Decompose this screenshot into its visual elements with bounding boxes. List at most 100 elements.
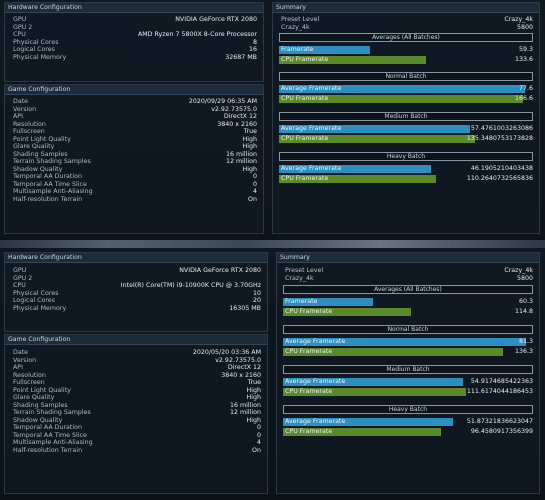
kv-row: Shadow Quality High [5,417,267,425]
medium-framerate-bar: Average Framerate 57.4761003263086 [279,125,533,133]
kv-label: Physical Memory [13,53,67,61]
kv-label: Glare Quality [13,143,55,150]
kv-label: GPU 2 [13,23,33,31]
kv-value: DirectX 12 [227,364,261,371]
score-row: Crazy_4k 5800 [277,275,539,283]
bar-fill [279,46,371,54]
bar-value: 135.3480753173828 [466,135,533,142]
kv-row: Resolution 3840 x 2160 [5,121,263,129]
avg-cpu-framerate-bar: CPU Framerate 114.8 [283,308,533,316]
kv-label: GPU [13,16,27,23]
hardware-rows: GPU NVIDIA GeForce RTX 2080 GPU 2 CPU Inte… [5,263,267,312]
bar-fill [283,418,453,426]
averages-header: Averages (All Batches) [283,285,533,294]
normal-cpu-framerate-bar: CPU Framerate 136.3 [283,348,533,356]
kv-row: CPU AMD Ryzen 7 5800X 8-Core Processor [5,31,263,39]
kv-value: High [242,165,257,173]
kv-value: 16 [248,46,257,53]
panel-title: Hardware Configuration [5,253,267,263]
bar-fill [279,85,526,93]
kv-row: GPU 2 [5,24,263,32]
bar-fill [283,298,373,306]
game-config-panel: Game Configuration Date 2020/05/20 03:36 … [4,334,268,494]
kv-label: Physical Cores [13,289,59,297]
kv-value: High [246,394,261,401]
score-value: 5800 [516,274,533,282]
kv-label: Date [13,349,29,356]
score-label: Crazy_4k [285,274,314,282]
kv-row: Shadow Quality High [5,166,263,174]
kv-value: 12 million [230,409,261,416]
bar-fill [279,135,475,143]
kv-label: Temporal AA Duration [13,424,82,431]
medium-batch-header: Medium Batch [279,112,533,121]
kv-label: Resolution [13,371,46,379]
panel-title: Hardware Configuration [5,3,263,13]
medium-cpu-framerate-bar: CPU Framerate 111.6174044186453 [283,388,533,396]
normal-batch-header: Normal Batch [279,72,533,81]
kv-row: Logical Cores 20 [5,297,267,305]
kv-value: 16 million [226,150,257,158]
hardware-config-panel: Hardware Configuration GPU NVIDIA GeForce… [4,252,268,332]
bar-label: CPU Framerate [281,135,329,142]
kv-label: CPU [13,282,26,289]
summary-header-rows: Preset Level Crazy_4k Crazy_4k 5800 [277,263,539,282]
kv-row: Glare Quality High [5,394,267,402]
normal-batch-header: Normal Batch [283,325,533,334]
kv-label: Physical Cores [13,38,59,46]
kv-label: Temporal AA Time Slice [13,180,87,188]
heavy-cpu-framerate-bar: CPU Framerate 96.4580917356399 [283,428,533,436]
kv-value: 3840 x 2160 [217,120,257,128]
kv-row: Shading Samples 16 million [5,151,263,159]
bar-label: Average Framerate [285,338,346,345]
bar-value: 54.9174685422363 [470,378,533,385]
bar-label: Average Framerate [281,125,342,132]
kv-row: GPU 2 [5,275,267,283]
bar-label: CPU Framerate [285,348,333,355]
kv-label: Multisample Anti-Aliasing [13,439,93,446]
kv-label: Glare Quality [13,394,55,401]
game-rows: Date 2020/09/29 06:35 AM Version v2.92.735… [5,95,263,203]
kv-label: Logical Cores [13,297,55,304]
kv-value: 4 [256,439,261,446]
avg-framerate-bar: Framerate 60.3 [283,298,533,306]
normal-cpu-framerate-bar: CPU Framerate 166.6 [279,95,533,103]
bar-fill [279,175,437,183]
kv-row: CPU Intel(R) Core(TM) i9-10900K CPU @ 3.7… [5,282,267,290]
bar-value: 133.6 [514,56,533,63]
kv-value: On [248,195,257,203]
kv-row: Physical Memory 32687 MB [5,54,263,62]
heavy-batch-header: Heavy Batch [279,152,533,161]
preset-level-label: Preset Level [281,16,320,23]
summary-panel: Summary Preset Level Crazy_4k Crazy_4k 580… [272,2,540,234]
kv-label: Temporal AA Duration [13,173,82,180]
kv-value: 0 [252,173,257,180]
kv-row: Resolution 3840 x 2160 [5,372,267,380]
summary-panel: Summary Preset Level Crazy_4k Crazy_4k 580… [276,252,540,494]
bar-fill [283,308,411,316]
kv-row: Logical Cores 16 [5,46,263,54]
kv-label: Shading Samples [13,401,68,409]
kv-row: Half-resolution Terrain On [5,196,263,204]
kv-value: 8 [252,38,257,46]
hardware-rows: GPU NVIDIA GeForce RTX 2080 GPU 2 CPU AMD … [5,13,263,61]
bar-label: CPU Framerate [281,175,329,182]
kv-value: True [247,379,261,386]
kv-row: Physical Cores 10 [5,290,267,298]
kv-row: Half-resolution Terrain On [5,447,267,455]
top-benchmark-screen: Hardware Configuration GPU NVIDIA GeForce… [0,0,545,240]
bar-label: Framerate [285,298,318,305]
kv-value: 20 [252,297,261,304]
kv-row: API DirectX 12 [5,113,263,121]
kv-label: GPU [13,267,27,274]
game-rows: Date 2020/05/20 03:36 AM Version v2.92.735… [5,345,267,454]
bar-fill [279,125,470,133]
kv-label: Multisample Anti-Aliasing [13,188,93,195]
bar-value: 136.3 [514,348,533,355]
heavy-batch-header: Heavy Batch [283,405,533,414]
bar-value: 77.6 [518,85,533,92]
bar-value: 110.2640732565836 [466,175,533,182]
kv-label: Shadow Quality [13,165,63,173]
kv-row: Temporal AA Duration 0 [5,173,263,181]
kv-row: Glare Quality High [5,143,263,151]
